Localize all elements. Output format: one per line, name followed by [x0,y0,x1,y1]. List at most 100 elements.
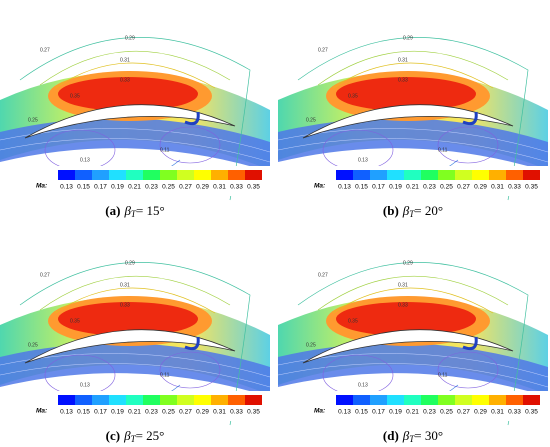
caption: (c) βT= 25° [106,428,165,444]
colorbar-swatch [387,395,404,405]
colorbar-swatch [109,170,126,180]
colorbar-tick: 0.25 [162,409,175,416]
colorbar-swatch [126,395,143,405]
contour-label: 0.29 [403,260,413,266]
colorbar-tick: 0.25 [440,409,453,416]
colorbar-tick: 0.29 [474,184,487,191]
colorbar-tick: 0.15 [77,409,90,416]
contour-label: 0.13 [80,157,90,163]
colorbar-swatch [143,170,160,180]
colorbar-tick: 0.33 [508,409,521,416]
contour-label: 0.11 [438,372,448,378]
colorbar-swatch [489,395,506,405]
colorbar-swatch [455,395,472,405]
colorbar-swatch [92,395,109,405]
contour-label: 0.33 [398,77,408,83]
colorbar-swatch [160,395,177,405]
colorbar-tick: 0.31 [491,409,504,416]
colorbar-tick: 0.23 [423,409,436,416]
contour-label: 0.35 [348,318,358,324]
colorbar-tick: 0.23 [145,409,158,416]
colorbar-label: Ma: [314,408,325,415]
caption-letter: (a) [105,203,120,218]
colorbar-tick: 0.21 [128,184,141,191]
colorbar-tick: 0.29 [196,409,209,416]
colorbar-swatch [177,395,194,405]
panel: 0.27 0.29 0.31 0.33 0.35 0.25 0.13 0.11 Ma: 0.13 0… [276,260,550,444]
panel: 0.27 0.29 0.31 0.33 0.35 0.25 0.13 0.11 Ma: 0.13 0… [276,35,550,219]
colorbar-swatch [194,170,211,180]
colorbar-tick: 0.17 [372,184,385,191]
contour-label: 0.25 [306,117,316,123]
colorbar-swatch [387,170,404,180]
colorbar-swatch [438,395,455,405]
caption-symbol: β [402,203,410,218]
contour-label: 0.13 [358,157,368,163]
colorbar-swatch [126,170,143,180]
caption-value: = 20° [414,203,443,218]
contour-label: 0.25 [28,342,38,348]
contour-label: 0.25 [28,117,38,123]
colorbar-tick: 0.21 [406,184,419,191]
colorbar-swatch [421,170,438,180]
colorbar-tick: 0.19 [111,184,124,191]
caption-subscript: T [409,209,415,219]
colorbar-tick: 0.19 [389,409,402,416]
caption-value: = 15° [136,203,165,218]
caption: (d) βT= 30° [383,428,443,444]
contour-label: 0.11 [160,372,170,378]
colorbar-swatch [404,170,421,180]
colorbar-tick: 0.35 [525,409,538,416]
colorbar-tick: 0.13 [338,409,351,416]
colorbar-tick: 0.31 [213,184,226,191]
contour-label: 0.27 [40,47,50,53]
colorbar-swatch [245,170,262,180]
caption-subscript: T [409,434,415,444]
colorbar-swatch [472,395,489,405]
colorbar-tick: 0.19 [389,184,402,191]
colorbar-tick: 0.21 [406,409,419,416]
colorbar-tick: 0.15 [355,409,368,416]
caption-letter: (c) [106,428,120,443]
colorbar-swatch [211,170,228,180]
colorbar-swatch [194,395,211,405]
colorbar-tick: 0.33 [508,184,521,191]
colorbar-tick: 0.29 [474,409,487,416]
colorbar-swatch [92,170,109,180]
colorbar-swatch [58,395,75,405]
colorbar-tick: 0.31 [213,409,226,416]
colorbar-tick: 0.27 [457,409,470,416]
contour-label: 0.13 [80,382,90,388]
contour-label: 0.27 [40,272,50,278]
contour-label: 0.27 [318,47,328,53]
caption-subscript: T [131,209,137,219]
colorbar-tick: 0.33 [230,409,243,416]
colorbar-tick: 0.13 [60,184,73,191]
contour-label: 0.11 [438,147,448,153]
contour-label: 0.35 [70,93,80,99]
panel: 0.27 0.29 0.31 0.33 0.35 0.25 0.13 0.11 Ma: 0.13 0… [0,35,272,219]
colorbar-label: Ma: [36,408,47,415]
colorbar-tick: 0.31 [491,184,504,191]
contour-label: 0.29 [125,260,135,266]
colorbar-tick: 0.27 [179,184,192,191]
colorbar-swatch [370,170,387,180]
caption-letter: (d) [383,428,399,443]
caption-value: = 30° [414,428,443,443]
contour-label: 0.35 [348,93,358,99]
caption-value: = 25° [136,428,165,443]
caption: (a) βT= 15° [105,203,164,219]
colorbar-swatch [370,395,387,405]
colorbar-swatch [472,170,489,180]
colorbar-swatch [353,395,370,405]
colorbar-swatch [336,395,353,405]
colorbar-tick: 0.25 [162,184,175,191]
colorbar-swatch [177,170,194,180]
colorbar-swatch [404,395,421,405]
contour-label: 0.27 [318,272,328,278]
colorbar-swatch [336,170,353,180]
colorbar-tick: 0.21 [128,409,141,416]
colorbar-tick: 0.23 [423,184,436,191]
caption-subscript: T [131,434,137,444]
colorbar-swatch [228,170,245,180]
